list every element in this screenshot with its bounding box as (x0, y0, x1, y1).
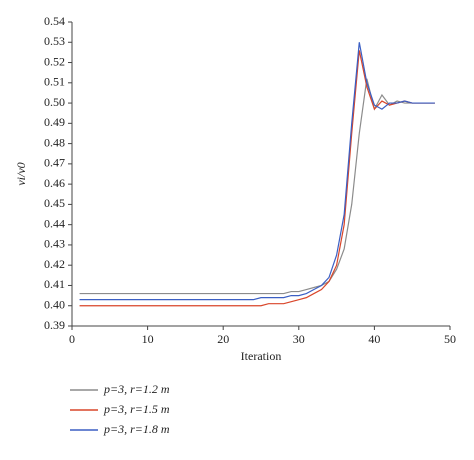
y-tick-label: 0.53 (44, 34, 65, 48)
y-tick-label: 0.47 (44, 156, 65, 170)
x-tick-label: 50 (444, 332, 456, 346)
y-tick-label: 0.40 (44, 297, 65, 311)
series-line (79, 78, 435, 295)
y-tick-label: 0.44 (44, 216, 65, 230)
x-tick-label: 10 (142, 332, 154, 346)
y-tick-label: 0.41 (44, 277, 65, 291)
y-tick-label: 0.50 (44, 95, 65, 109)
y-tick-label: 0.49 (44, 115, 65, 129)
series-line (79, 42, 435, 301)
y-tick-label: 0.52 (44, 54, 65, 68)
y-tick-label: 0.51 (44, 75, 65, 89)
x-tick-label: 20 (217, 332, 229, 346)
x-tick-label: 30 (293, 332, 305, 346)
legend-label: p=3, r=1.5 m (103, 402, 170, 416)
x-tick-label: 40 (368, 332, 380, 346)
legend-label: p=3, r=1.8 m (103, 422, 170, 436)
y-tick-label: 0.39 (44, 318, 65, 332)
y-tick-label: 0.43 (44, 237, 65, 251)
series-line (79, 50, 435, 307)
y-axis-label: vi/v0 (14, 162, 28, 185)
x-axis-label: Iteration (241, 349, 282, 363)
y-tick-label: 0.48 (44, 135, 65, 149)
y-tick-label: 0.45 (44, 196, 65, 210)
y-tick-label: 0.42 (44, 257, 65, 271)
x-tick-label: 0 (69, 332, 75, 346)
legend-label: p=3, r=1.2 m (103, 382, 170, 396)
y-tick-label: 0.54 (44, 14, 65, 28)
y-tick-label: 0.46 (44, 176, 65, 190)
